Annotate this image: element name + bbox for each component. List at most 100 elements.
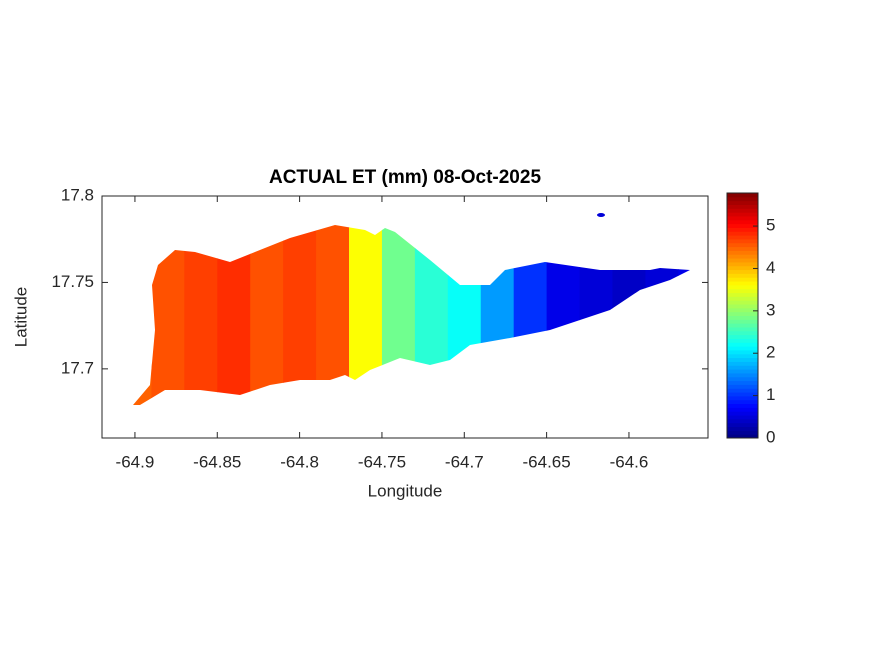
colorbar-swatch — [727, 215, 758, 221]
colorbar-swatch — [727, 380, 758, 385]
raster-cell — [645, 213, 679, 405]
x-tick-label: -64.75 — [358, 452, 406, 471]
colorbar-swatch — [727, 258, 758, 263]
axes-box — [101, 195, 709, 439]
raster-cell — [250, 213, 284, 405]
x-tick-label: -64.6 — [610, 452, 649, 471]
colorbar-tick-label: 1 — [766, 385, 775, 404]
colorbar-swatch — [727, 277, 758, 282]
raster-cell — [579, 213, 613, 405]
raster-cell — [513, 213, 548, 405]
colorbar-swatch — [727, 372, 758, 378]
colorbar — [727, 193, 758, 439]
colorbar-tick-label: 3 — [766, 300, 775, 319]
colorbar-swatch — [727, 288, 758, 294]
colorbar-swatch — [727, 376, 758, 382]
raster — [133, 213, 690, 405]
colorbar-swatch — [727, 361, 758, 366]
raster-cell — [349, 213, 383, 405]
colorbar-swatch — [727, 365, 758, 370]
colorbar-swatch — [727, 269, 758, 274]
colorbar-swatch — [727, 242, 758, 248]
raster-cell — [480, 213, 515, 405]
colorbar-swatch — [727, 392, 758, 397]
colorbar-swatch — [727, 265, 758, 271]
colorbar-swatch — [727, 235, 758, 240]
colorbar-tick-label: 0 — [766, 427, 775, 446]
colorbar-swatch — [727, 246, 758, 251]
colorbar-swatch — [727, 296, 758, 301]
colorbar-swatch — [727, 231, 758, 236]
colorbar-swatch — [727, 418, 758, 424]
raster-cell — [447, 213, 482, 405]
colorbar-swatch — [727, 196, 758, 202]
colorbar-swatch — [727, 219, 758, 225]
colorbar-swatch — [727, 273, 758, 278]
colorbar-swatch — [727, 353, 758, 359]
x-tick-label: -64.85 — [193, 452, 241, 471]
colorbar-swatch — [727, 300, 758, 305]
colorbar-swatch — [727, 223, 758, 228]
y-axis-label: Latitude — [11, 287, 30, 348]
x-tick-label: -64.7 — [445, 452, 484, 471]
colorbar-swatch — [727, 204, 758, 209]
y-tick-label: 17.8 — [61, 185, 94, 204]
colorbar-swatch — [727, 304, 758, 309]
colorbar-swatch — [727, 212, 758, 217]
x-tick-label: -64.9 — [116, 452, 155, 471]
colorbar-swatch — [727, 323, 758, 328]
colorbar-swatch — [727, 357, 758, 362]
colorbar-swatch — [727, 369, 758, 374]
colorbar-swatch — [727, 227, 758, 232]
raster-cell — [381, 213, 416, 405]
colorbar-swatch — [727, 407, 758, 412]
colorbar-swatch — [727, 315, 758, 320]
colorbar-swatch — [727, 342, 758, 347]
raster-cell — [316, 213, 350, 405]
chart-title: ACTUAL ET (mm) 08-Oct-2025 — [269, 167, 541, 188]
raster-cell — [678, 213, 690, 405]
raster-cell — [133, 213, 152, 405]
colorbar-swatch — [727, 307, 758, 313]
colorbar-swatch — [727, 261, 758, 267]
colorbar-swatch — [727, 403, 758, 408]
colorbar-swatch — [727, 326, 758, 332]
colorbar-swatch — [727, 384, 758, 389]
colorbar-swatch — [727, 349, 758, 355]
colorbar-swatch — [727, 292, 758, 297]
colorbar-swatch — [727, 338, 758, 343]
colorbar-swatch — [727, 208, 758, 213]
colorbar-tick-label: 4 — [766, 258, 775, 277]
raster-cell — [414, 213, 449, 405]
x-tick-label: -64.8 — [280, 452, 319, 471]
colorbar-tick-label: 2 — [766, 343, 775, 362]
colorbar-swatch — [727, 434, 758, 439]
colorbar-swatch — [727, 411, 758, 416]
raster-cell — [546, 213, 581, 405]
y-tick-label: 17.7 — [61, 358, 94, 377]
colorbar-swatch — [727, 334, 758, 339]
colorbar-tick-label: 5 — [766, 216, 775, 235]
x-axis-label: Longitude — [368, 481, 443, 500]
colorbar-swatch — [727, 284, 758, 290]
colorbar-swatch — [727, 388, 758, 393]
colorbar-swatch — [727, 238, 758, 244]
colorbar-swatch — [727, 415, 758, 420]
colorbar-swatch — [727, 395, 758, 401]
colorbar-swatch — [727, 426, 758, 431]
colorbar-swatch — [727, 430, 758, 435]
colorbar-swatch — [727, 346, 758, 351]
raster-cell — [612, 213, 646, 405]
colorbar-swatch — [727, 200, 758, 205]
x-tick-label: -64.65 — [523, 452, 571, 471]
raster-cell — [217, 213, 251, 405]
colorbar-swatch — [727, 254, 758, 259]
raster-cell — [151, 213, 185, 405]
colorbar-swatch — [727, 319, 758, 324]
colorbar-swatch — [727, 250, 758, 255]
raster-cell — [184, 213, 218, 405]
colorbar-swatch — [727, 422, 758, 428]
colorbar-swatch — [727, 399, 758, 405]
